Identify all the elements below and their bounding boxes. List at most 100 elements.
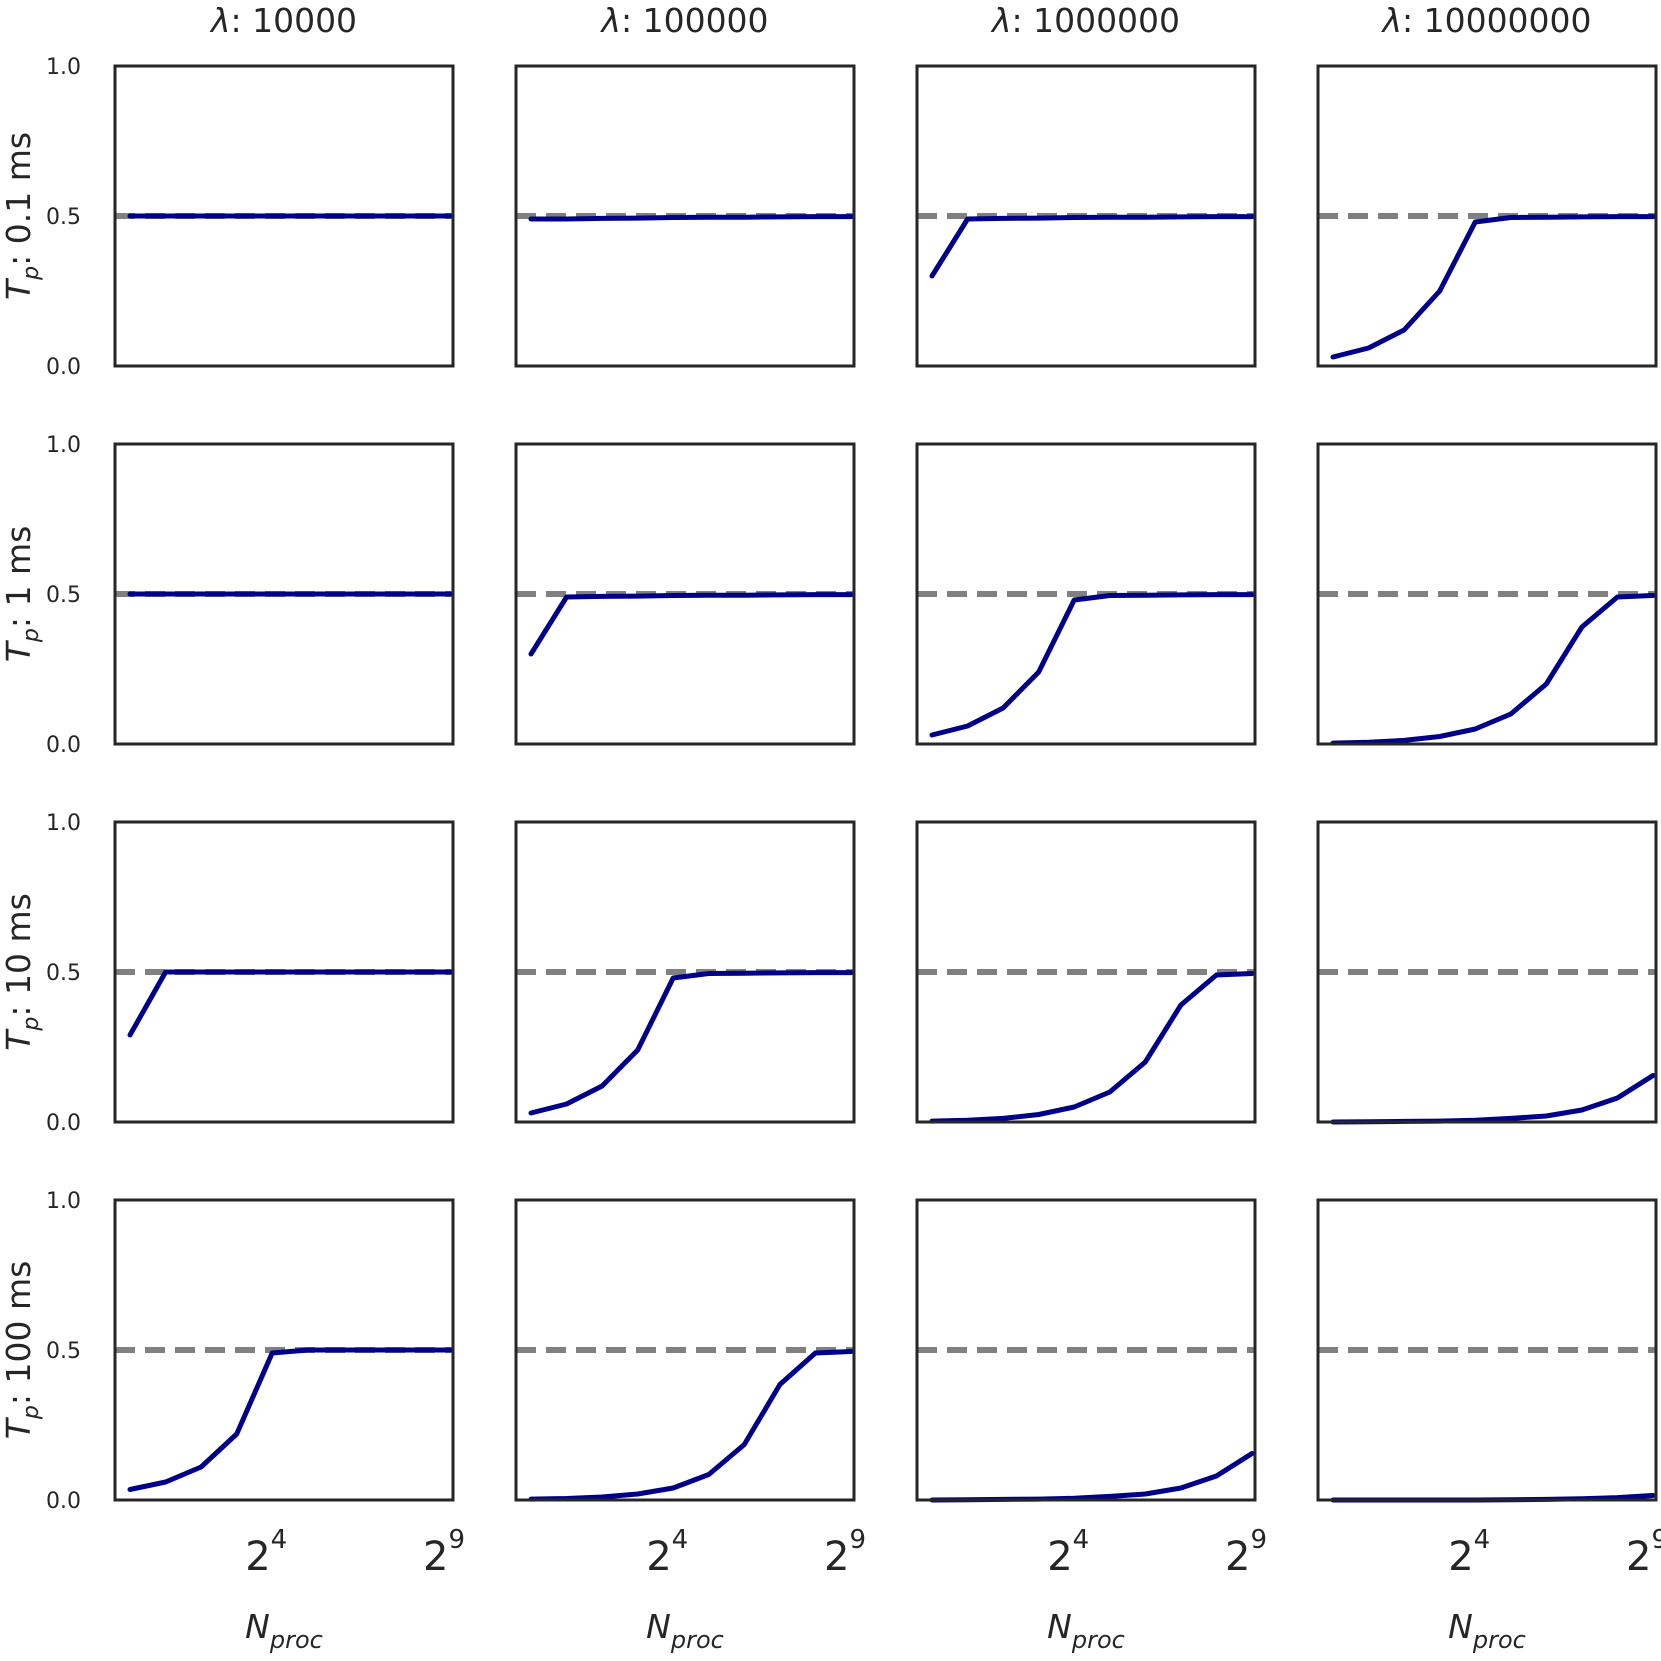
series-line	[1330, 214, 1656, 360]
series-line	[929, 214, 1255, 279]
column-title: λ: 1000000	[990, 1, 1180, 40]
x-tick-base: 2	[1047, 1534, 1072, 1580]
row-title-subscript: p	[19, 628, 44, 643]
y-tick-label: 0.5	[46, 1339, 81, 1364]
y-tick-label: 0.5	[46, 205, 81, 230]
panel-frame	[514, 64, 856, 368]
panel-frame	[514, 1198, 856, 1502]
series-line	[929, 1451, 1255, 1503]
y-tick-label: 0.5	[46, 583, 81, 608]
x-tick-exponent: 9	[1651, 1525, 1661, 1555]
row-title: Tp: 1 ms	[0, 526, 44, 663]
panel-r3-c2	[514, 820, 856, 1124]
panel-r4-c2	[514, 1198, 856, 1502]
x-axis-label: Nproc	[646, 1607, 724, 1654]
x-tick-base: 2	[824, 1534, 849, 1580]
y-tick-label: 1.0	[46, 1189, 81, 1214]
column-title: λ: 10000	[209, 1, 357, 40]
x-tick-base: 2	[1448, 1534, 1473, 1580]
panel-r1-c2	[514, 64, 856, 368]
column-title-symbol: λ	[990, 1, 1012, 40]
series-line	[1330, 1073, 1656, 1125]
panel-r4-c1	[113, 1198, 455, 1502]
series-line	[127, 1347, 453, 1492]
x-axis-label-main: N	[1448, 1607, 1473, 1646]
x-tick-base: 2	[245, 1534, 270, 1580]
panel-frame	[113, 442, 455, 746]
panel-frame	[1316, 442, 1658, 746]
panel-frame	[915, 64, 1257, 368]
x-axis-label-subscript: proc	[1071, 1626, 1125, 1654]
column-title-value: : 10000	[230, 1, 357, 40]
row-title: Tp: 10 ms	[0, 893, 44, 1051]
panel-frame	[915, 1198, 1257, 1502]
series-line	[528, 1349, 854, 1502]
y-tick-label: 1.0	[46, 55, 81, 80]
x-tick-label: 29	[824, 1525, 866, 1580]
row-title: Tp: 0.1 ms	[0, 132, 44, 300]
panel-r4-c3	[915, 1198, 1257, 1503]
column-title-value: : 100000	[621, 1, 769, 40]
column-title-symbol: λ	[599, 1, 621, 40]
column-title-symbol: λ	[209, 1, 231, 40]
y-tick-label: 0.5	[46, 961, 81, 986]
column-title-value: : 1000000	[1011, 1, 1180, 40]
row-title-value: : 1 ms	[0, 526, 38, 628]
series-line	[528, 592, 854, 657]
x-axis-label-subscript: proc	[269, 1626, 323, 1654]
x-tick-exponent: 9	[1250, 1525, 1267, 1555]
column-title-value: : 10000000	[1402, 1, 1592, 40]
x-axis-label-subscript: proc	[670, 1626, 724, 1654]
series-line	[1330, 593, 1656, 746]
x-tick-label: 24	[1448, 1525, 1490, 1580]
series-line	[127, 969, 453, 1038]
panel-r3-c3	[915, 820, 1257, 1124]
x-tick-exponent: 9	[849, 1525, 866, 1555]
x-tick-label: 24	[646, 1525, 688, 1580]
x-tick-base: 2	[646, 1534, 671, 1580]
column-title: λ: 10000000	[1380, 1, 1591, 40]
row-title-symbol: T	[0, 639, 38, 662]
x-tick-label: 29	[423, 1525, 465, 1580]
y-tick-label: 1.0	[46, 811, 81, 836]
x-tick-exponent: 9	[448, 1525, 465, 1555]
y-tick-label: 0.0	[46, 733, 81, 758]
y-tick-label: 0.0	[46, 1111, 81, 1136]
row-title-value: : 100 ms	[0, 1261, 38, 1405]
series-line	[929, 971, 1255, 1124]
x-axis-label-main: N	[245, 1607, 270, 1646]
row-title: Tp: 100 ms	[0, 1261, 44, 1440]
panel-r2-c1	[113, 442, 455, 746]
x-tick-exponent: 4	[672, 1525, 689, 1555]
panel-frame	[113, 820, 455, 1124]
y-tick-label: 1.0	[46, 433, 81, 458]
panel-r4-c4	[1316, 1198, 1658, 1503]
panel-r1-c3	[915, 64, 1257, 368]
series-line	[528, 214, 854, 222]
row-title-symbol: T	[0, 1028, 38, 1051]
row-title-value: : 10 ms	[0, 893, 38, 1016]
panel-frame	[1316, 1198, 1658, 1502]
x-tick-base: 2	[423, 1534, 448, 1580]
panel-r1-c1	[113, 64, 455, 368]
x-axis-label: Nproc	[1047, 1607, 1125, 1654]
panel-frame	[113, 64, 455, 368]
x-axis-label: Nproc	[1448, 1607, 1526, 1654]
x-axis-label-main: N	[646, 1607, 671, 1646]
panel-r3-c4	[1316, 820, 1658, 1125]
x-tick-label: 29	[1225, 1525, 1267, 1580]
x-axis-label: Nproc	[245, 1607, 323, 1654]
row-title-symbol: T	[0, 277, 38, 300]
x-tick-exponent: 4	[1073, 1525, 1090, 1555]
panel-r2-c4	[1316, 442, 1658, 746]
panel-r3-c1	[113, 820, 455, 1124]
panel-frame	[915, 442, 1257, 746]
column-title: λ: 100000	[599, 1, 768, 40]
x-tick-exponent: 4	[1474, 1525, 1491, 1555]
x-tick-label: 29	[1626, 1525, 1661, 1580]
series-line	[929, 592, 1255, 738]
panel-r2-c2	[514, 442, 856, 746]
x-tick-label: 24	[1047, 1525, 1089, 1580]
x-tick-base: 2	[1626, 1534, 1651, 1580]
